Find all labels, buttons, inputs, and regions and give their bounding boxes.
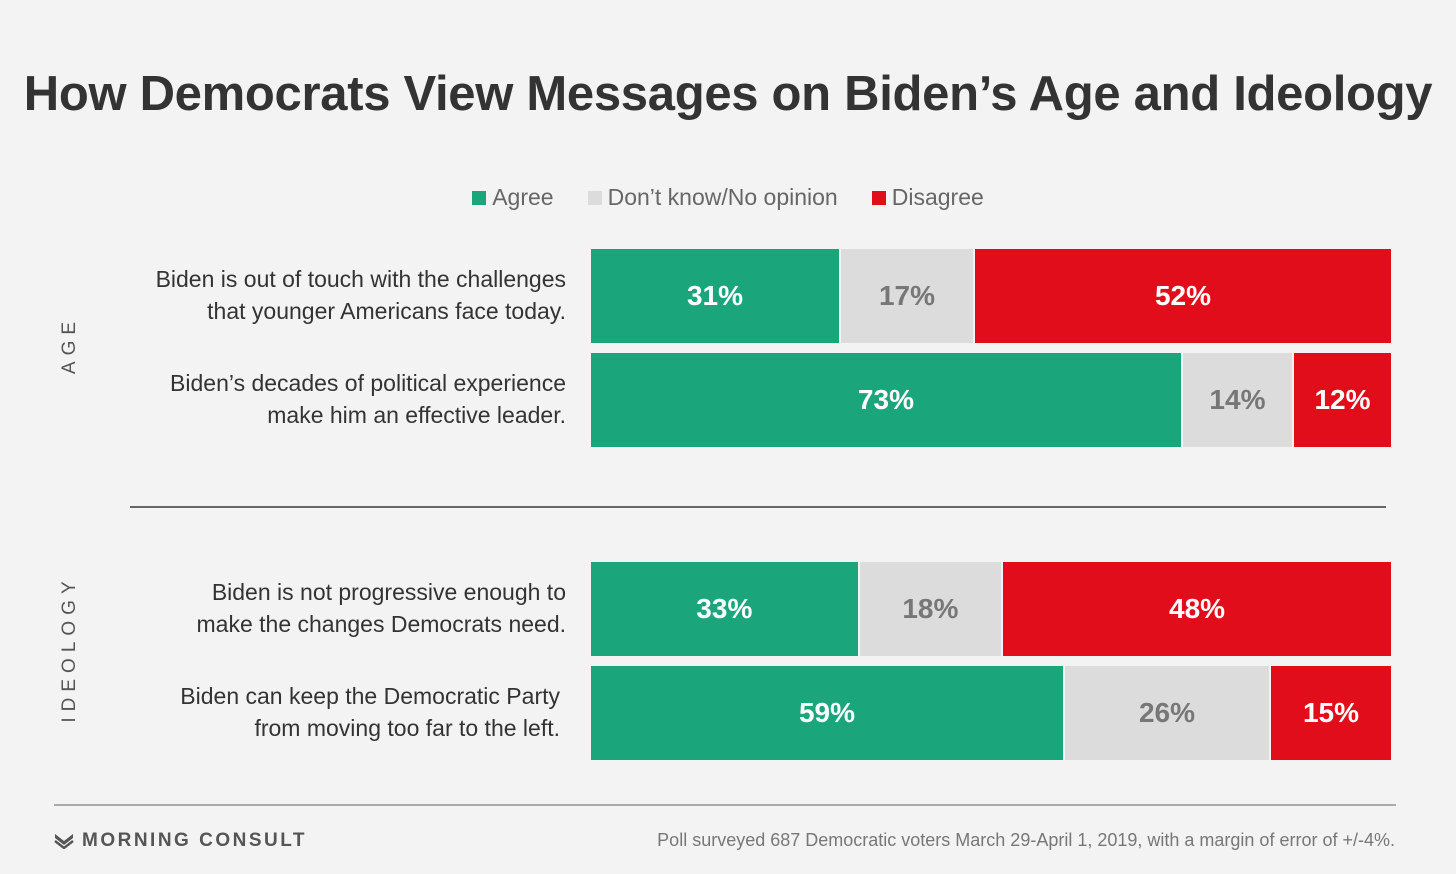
row-label-line: make the changes Democrats need. [196, 611, 566, 637]
bar-segment-agree: 59% [591, 666, 1063, 760]
bar-segment-disagree: 48% [1003, 562, 1391, 656]
bar-segment-disagree: 12% [1294, 353, 1391, 447]
bar-segment-no-opinion: 26% [1063, 666, 1271, 760]
bar-segment-no-opinion: 17% [839, 249, 975, 343]
bar-segment-agree: 33% [591, 562, 858, 656]
stacked-bar: 73% 14% 12% [591, 353, 1391, 447]
brand-logo: MORNING CONSULT [54, 830, 307, 852]
legend: Agree Don’t know/No opinion Disagree [0, 184, 1456, 211]
bar-segment-no-opinion: 14% [1180, 353, 1295, 447]
row-label-line: from moving too far to the left. [254, 715, 560, 741]
group-divider [130, 506, 1386, 508]
row-label-line: Biden is out of touch with the challenge… [155, 266, 566, 292]
row-label-line: that younger Americans face today. [207, 298, 566, 324]
legend-label-disagree: Disagree [891, 184, 984, 210]
source-note: Poll surveyed 687 Democratic voters Marc… [657, 830, 1395, 850]
legend-item-disagree: Disagree [871, 184, 984, 211]
chart-title: How Democrats View Messages on Biden’s A… [23, 67, 1433, 121]
legend-swatch-disagree [871, 190, 886, 205]
legend-label-no-opinion: Don’t know/No opinion [607, 184, 838, 210]
stacked-bar: 31% 17% 52% [591, 249, 1391, 343]
stacked-bar: 33% 18% 48% [591, 562, 1391, 656]
legend-label-agree: Agree [492, 184, 554, 210]
legend-swatch-agree [472, 190, 487, 205]
row-label-line: Biden’s decades of political experience [170, 370, 566, 396]
bar-segment-agree: 31% [591, 249, 839, 343]
stacked-bar: 59% 26% 15% [591, 666, 1391, 760]
group-label-ideology: IDEOLOGY [59, 575, 80, 723]
legend-item-agree: Agree [472, 184, 554, 211]
brand-name: MORNING CONSULT [82, 830, 308, 851]
legend-swatch-no-opinion [587, 190, 602, 205]
row-label: Biden can keep the Democratic Party from… [80, 680, 560, 744]
footer-rule [54, 804, 1396, 806]
row-label: Biden is out of touch with the challenge… [86, 263, 566, 327]
bar-segment-disagree: 15% [1271, 666, 1391, 760]
morning-consult-logo-icon [54, 834, 74, 849]
row-label-line: Biden can keep the Democratic Party [180, 683, 560, 709]
bar-segment-agree: 73% [591, 353, 1181, 447]
row-label-line: Biden is not progressive enough to [211, 579, 566, 605]
group-label-age: AGE [59, 315, 80, 375]
row-label: Biden’s decades of political experience … [86, 367, 566, 431]
row-label-line: make him an effective leader. [267, 402, 566, 428]
row-label: Biden is not progressive enough to make … [86, 576, 566, 640]
bar-segment-disagree: 52% [975, 249, 1391, 343]
bar-segment-no-opinion: 18% [857, 562, 1004, 656]
legend-item-no-opinion: Don’t know/No opinion [587, 184, 838, 211]
